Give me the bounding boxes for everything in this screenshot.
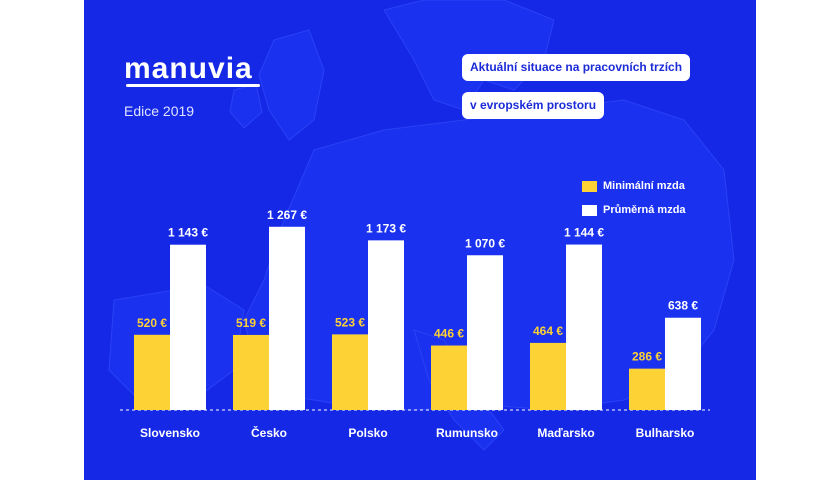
bar-min-wage-2 <box>332 334 368 410</box>
bar-avg-wage-4 <box>566 244 602 410</box>
value-label-avg-wage-5: 638 € <box>668 299 698 313</box>
infographic: manuvia Edice 2019 Aktuální situace na p… <box>84 0 756 480</box>
bar-min-wage-4 <box>530 342 566 410</box>
brand-logo: manuvia <box>124 52 253 85</box>
value-label-avg-wage-2: 1 173 € <box>366 221 406 235</box>
map-shape-british-isles <box>258 29 325 141</box>
bar-avg-wage-1 <box>269 226 305 410</box>
bar-min-wage-5 <box>629 368 665 410</box>
bar-min-wage-0 <box>134 334 170 410</box>
title-line-2: v evropském prostoru <box>462 92 605 119</box>
category-label-1: Česko <box>251 425 287 440</box>
value-label-min-wage-5: 286 € <box>632 350 662 364</box>
brand-logo-underline <box>126 84 260 87</box>
category-label-5: Bulharsko <box>636 426 695 440</box>
wage-bar-chart: 520 € 1 143 € Slovensko 519 € 1 267 € Česko 52… <box>120 208 710 440</box>
value-label-min-wage-2: 523 € <box>335 315 365 329</box>
bar-min-wage-1 <box>233 334 269 410</box>
value-label-min-wage-4: 464 € <box>533 324 563 338</box>
legend-swatch-min-wage <box>582 181 597 192</box>
title-line-1: Aktuální situace na pracovních trzích <box>462 54 691 81</box>
legend-label-avg-wage: Průměrná mzda <box>603 204 686 216</box>
legend-label-min-wage: Minimální mzda <box>603 180 685 192</box>
value-label-min-wage-3: 446 € <box>434 327 464 341</box>
value-label-avg-wage-4: 1 144 € <box>564 226 604 240</box>
legend-swatch-avg-wage <box>582 205 597 216</box>
value-label-avg-wage-3: 1 070 € <box>465 236 505 250</box>
bar-min-wage-3 <box>431 345 467 410</box>
category-label-2: Polsko <box>348 426 387 440</box>
category-label-4: Maďarsko <box>537 426 594 440</box>
bar-avg-wage-3 <box>467 255 503 410</box>
value-label-min-wage-1: 519 € <box>236 316 266 330</box>
bar-avg-wage-0 <box>170 244 206 410</box>
bar-avg-wage-2 <box>368 240 404 410</box>
bar-avg-wage-5 <box>665 317 701 410</box>
category-label-0: Slovensko <box>140 426 200 440</box>
value-label-avg-wage-1: 1 267 € <box>267 208 307 222</box>
value-label-min-wage-0: 520 € <box>137 316 167 330</box>
edition-label: Edice 2019 <box>124 103 195 119</box>
value-label-avg-wage-0: 1 143 € <box>168 226 208 240</box>
category-label-3: Rumunsko <box>436 426 498 440</box>
